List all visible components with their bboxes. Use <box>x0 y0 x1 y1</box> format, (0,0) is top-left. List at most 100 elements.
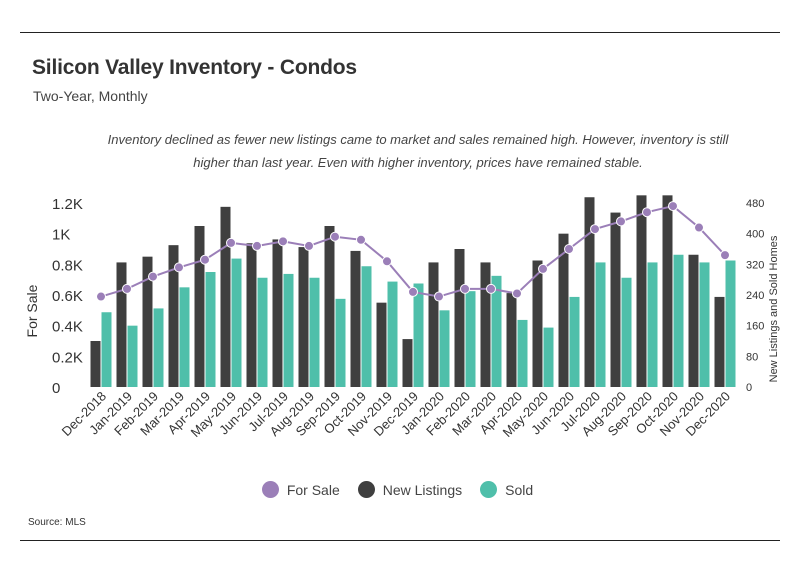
y-left-tick-label: 0.4K <box>52 319 83 336</box>
bar-sold <box>283 273 294 387</box>
bar-sold <box>179 287 190 387</box>
bar-new-listings <box>688 254 699 387</box>
bar-sold <box>621 277 632 387</box>
point-for-sale <box>122 283 132 294</box>
y-left-tick-label: 1.2K <box>52 196 83 213</box>
legend-label-for-sale: For Sale <box>286 481 340 498</box>
bottom-rule <box>20 540 780 541</box>
bar-new-listings <box>610 212 621 387</box>
bar-new-listings <box>194 226 205 387</box>
point-for-sale <box>694 222 704 233</box>
bar-new-listings <box>480 262 491 387</box>
legend-item-new-listings: New Listings <box>357 481 463 498</box>
top-rule <box>20 32 780 33</box>
bar-sold <box>491 275 502 387</box>
point-for-sale <box>278 236 288 247</box>
bar-new-listings <box>402 339 413 387</box>
bar-sold <box>413 283 424 387</box>
point-for-sale <box>174 262 184 273</box>
point-for-sale <box>382 256 392 267</box>
bar-sold <box>595 262 606 387</box>
legend-swatch-sold <box>480 481 498 498</box>
bar-new-listings <box>662 195 673 387</box>
bar-sold <box>517 319 528 387</box>
bar-new-listings <box>584 197 595 387</box>
bar-new-listings <box>506 293 517 387</box>
legend-item-sold: Sold <box>480 481 533 498</box>
y-left-tick-label: 0.8K <box>52 257 83 274</box>
y-right-axis-title: New Listings and Sold Homes <box>768 235 780 382</box>
chart-subtitle: Two-Year, Monthly <box>33 88 148 104</box>
bar-new-listings <box>298 247 309 387</box>
y-right-tick-label: 400 <box>746 229 764 241</box>
y-left-tick-label: 0 <box>52 380 60 397</box>
bar-sold <box>543 327 554 387</box>
bar-sold <box>101 312 112 387</box>
bar-new-listings <box>558 233 569 387</box>
bar-sold <box>335 298 346 387</box>
y-right-tick-label: 240 <box>746 290 764 302</box>
y-right-tick-label: 480 <box>746 198 764 210</box>
bar-new-listings <box>272 239 283 387</box>
y-left-tick-label: 1K <box>52 227 70 244</box>
bar-sold <box>647 262 658 387</box>
y-right-tick-label: 160 <box>746 321 764 333</box>
y-left-tick-label: 0.2K <box>52 349 83 366</box>
point-for-sale <box>226 237 236 248</box>
point-for-sale <box>512 288 522 299</box>
bar-sold <box>309 277 320 387</box>
y-left-tick-label: 0.6K <box>52 288 83 305</box>
source-note: Source: MLS <box>28 517 86 528</box>
point-for-sale <box>486 283 496 294</box>
bar-sold <box>153 308 164 387</box>
point-for-sale <box>434 291 444 302</box>
y-right-tick-label: 80 <box>746 351 758 363</box>
chart-title: Silicon Valley Inventory - Condos <box>32 56 357 79</box>
chart-annotation: Inventory declined as fewer new listings… <box>107 132 729 170</box>
bar-sold <box>205 272 216 387</box>
bar-sold <box>699 262 710 387</box>
point-for-sale <box>408 286 418 297</box>
legend-item-for-sale: For Sale <box>261 481 340 498</box>
bar-new-listings <box>350 250 361 387</box>
y-right-tick-label: 320 <box>746 259 764 271</box>
point-for-sale <box>356 234 366 245</box>
bar-sold <box>569 296 580 387</box>
bar-sold <box>439 310 450 387</box>
bar-sold <box>127 325 138 387</box>
point-for-sale <box>564 244 574 254</box>
point-for-sale <box>460 283 470 294</box>
bar-new-listings <box>636 195 647 387</box>
bar-new-listings <box>142 256 153 387</box>
point-for-sale <box>616 216 626 227</box>
legend: For Sale New Listings Sold <box>0 481 799 498</box>
legend-label-sold: Sold <box>505 481 534 498</box>
bar-new-listings <box>116 262 127 387</box>
bar-sold <box>361 266 372 387</box>
bar-new-listings <box>532 260 543 387</box>
bar-sold <box>231 258 242 387</box>
bar-new-listings <box>376 302 387 387</box>
bar-new-listings <box>714 296 725 387</box>
point-for-sale <box>96 291 106 302</box>
point-for-sale <box>720 250 730 261</box>
point-for-sale <box>668 201 678 212</box>
legend-label-new-listings: New Listings <box>382 481 463 498</box>
bar-new-listings <box>220 206 231 387</box>
point-for-sale <box>590 224 600 235</box>
bar-new-listings <box>90 341 101 387</box>
y-right-tick-label: 0 <box>746 382 752 394</box>
bar-sold <box>257 277 268 387</box>
bar-new-listings <box>246 243 257 387</box>
legend-swatch-new-listings <box>357 481 375 498</box>
point-for-sale <box>200 254 210 265</box>
bar-sold <box>465 291 476 387</box>
bar-new-listings <box>324 226 335 387</box>
bar-new-listings <box>454 249 465 387</box>
y-left-axis-title: For Sale <box>24 284 40 337</box>
bar-sold <box>673 254 684 387</box>
point-for-sale <box>304 240 314 251</box>
point-for-sale <box>330 231 340 242</box>
point-for-sale <box>148 271 158 282</box>
